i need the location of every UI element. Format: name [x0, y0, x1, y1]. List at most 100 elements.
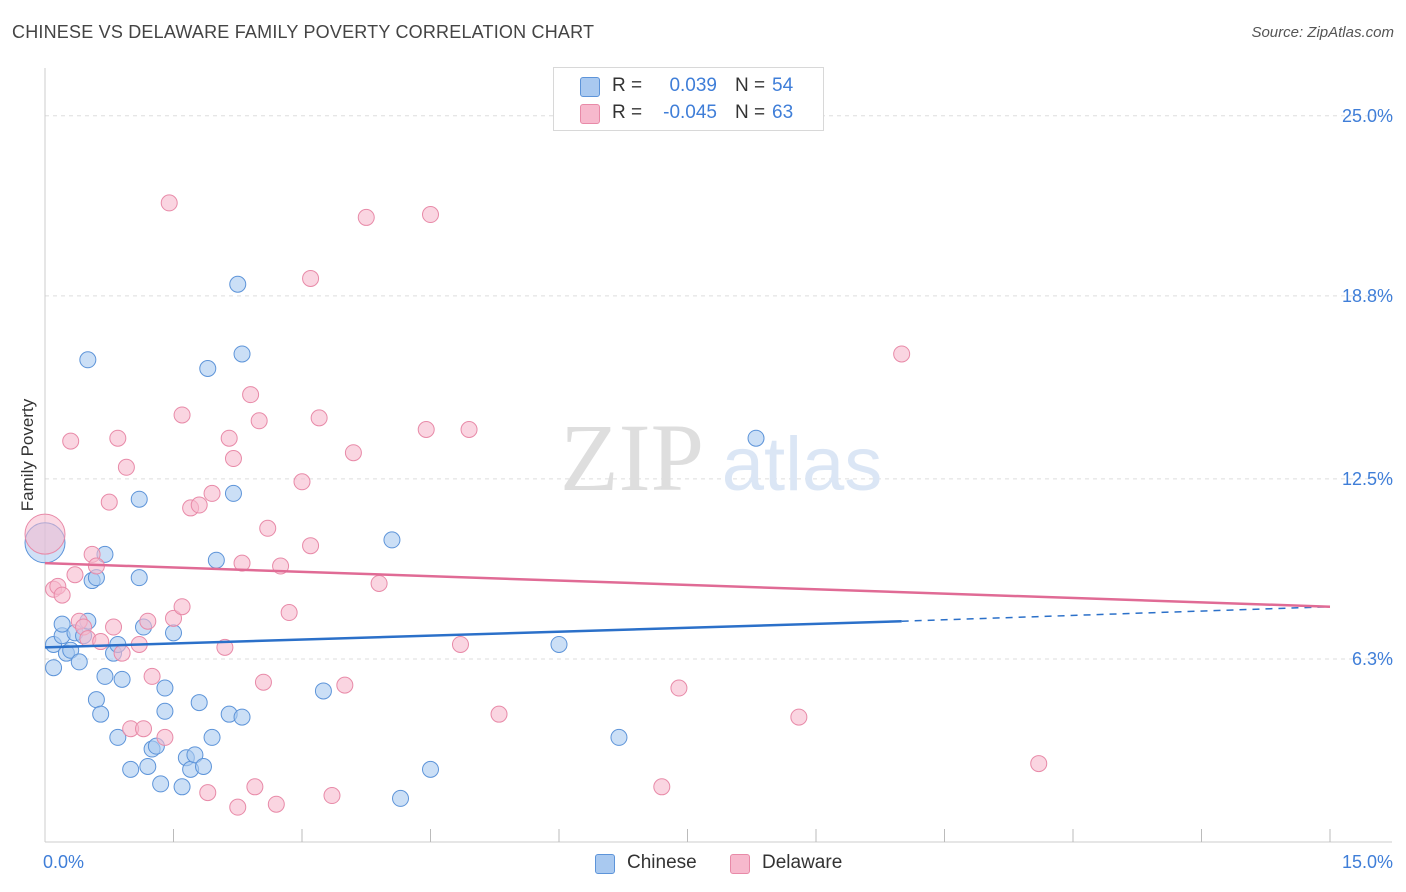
chinese-point: [392, 789, 410, 807]
y-tick-label: 25.0%: [1342, 106, 1393, 126]
chinese-point: [45, 659, 63, 677]
delaware-point: [117, 458, 135, 476]
delaware-point: [280, 604, 298, 622]
data-points: [24, 194, 1048, 816]
delaware-point: [109, 429, 127, 447]
n-value: 63: [772, 102, 794, 123]
trend-lines: [44, 561, 1331, 649]
chinese-point: [70, 653, 88, 671]
n-value: 54: [772, 75, 794, 96]
chinese-point: [383, 531, 401, 549]
r-value: -0.045: [663, 102, 717, 123]
chinese-trend-extension: [901, 605, 1331, 622]
watermark-zip: ZIP: [560, 404, 704, 511]
delaware-point: [173, 598, 191, 616]
chinese-swatch: [595, 854, 615, 874]
legend-label-chinese: Chinese: [627, 852, 697, 873]
delaware-point: [229, 798, 247, 816]
delaware-point: [100, 493, 118, 511]
delaware-point: [242, 386, 260, 404]
y-axis-label: Family Poverty: [18, 398, 37, 512]
n-label: N =: [735, 75, 766, 96]
delaware-point: [422, 206, 439, 224]
chinese-point: [233, 708, 251, 726]
y-tick-labels: 6.3% 12.5% 18.8% 25.0%: [1342, 106, 1393, 669]
chart-title: CHINESE VS DELAWARE FAMILY POVERTY CORRE…: [12, 22, 595, 42]
delaware-point: [254, 673, 272, 691]
r-label: R =: [612, 75, 643, 96]
delaware-point: [323, 787, 341, 805]
r-value: 0.039: [669, 75, 717, 96]
y-tick-label: 12.5%: [1342, 469, 1393, 489]
delaware-point: [293, 473, 311, 491]
chinese-point: [130, 569, 148, 587]
delaware-point: [160, 194, 178, 212]
delaware-point: [156, 728, 174, 746]
chinese-point: [92, 705, 110, 723]
chinese-point: [156, 702, 174, 720]
chinese-point: [233, 345, 251, 363]
delaware-point: [1030, 755, 1048, 773]
delaware-point: [24, 513, 66, 555]
chinese-point: [122, 760, 140, 778]
chinese-point: [610, 728, 628, 746]
chinese-point: [113, 670, 131, 688]
delaware-point: [490, 705, 508, 723]
delaware-point: [190, 496, 208, 514]
delaware-point: [302, 537, 320, 555]
chinese-point: [109, 728, 127, 746]
delaware-swatch: [730, 854, 750, 874]
delaware-point: [259, 519, 277, 537]
chinese-point: [152, 775, 170, 793]
delaware-point: [113, 644, 131, 662]
delaware-point: [233, 554, 251, 572]
chinese-point: [173, 778, 191, 796]
delaware-trend-line: [44, 561, 1331, 608]
chinese-point: [199, 359, 217, 377]
delaware-point: [460, 420, 478, 438]
delaware-point: [143, 667, 161, 685]
delaware-point: [344, 444, 362, 462]
chinese-point: [203, 728, 221, 746]
watermark-atlas: atlas: [722, 422, 883, 507]
chinese-point: [156, 679, 174, 697]
chinese-point: [53, 615, 71, 633]
delaware-point: [165, 609, 182, 627]
delaware-point: [66, 566, 84, 584]
delaware-point: [267, 795, 285, 813]
delaware-point: [105, 618, 123, 636]
chinese-swatch: [580, 77, 600, 97]
chinese-point: [747, 429, 765, 447]
x-axis-max-label: 15.0%: [1341, 852, 1393, 872]
chinese-point: [314, 682, 332, 700]
delaware-point: [336, 676, 354, 694]
x-axis-min-label: 0.0%: [43, 852, 85, 872]
delaware-point: [173, 406, 191, 424]
legend-label-delaware: Delaware: [762, 852, 843, 873]
y-tick-label: 18.8%: [1342, 286, 1393, 306]
r-label: R =: [612, 102, 643, 123]
chinese-point: [229, 275, 247, 293]
delaware-point: [310, 409, 328, 427]
chinese-point: [79, 351, 97, 369]
delaware-point: [139, 612, 157, 630]
delaware-point: [250, 412, 268, 430]
delaware-point: [357, 208, 375, 226]
delaware-point: [246, 778, 264, 796]
chinese-point: [139, 757, 157, 775]
delaware-point: [135, 720, 153, 738]
chinese-point: [422, 760, 439, 778]
delaware-point: [220, 429, 238, 447]
delaware-point: [224, 450, 242, 468]
delaware-point: [670, 679, 688, 697]
chinese-point: [194, 757, 212, 775]
delaware-point: [451, 635, 469, 653]
chinese-point: [190, 694, 208, 712]
delaware-point: [203, 484, 221, 502]
delaware-point: [417, 420, 435, 438]
delaware-point: [92, 633, 110, 651]
delaware-point: [653, 778, 671, 796]
correlation-legend: R = 0.039 N = 54 R = -0.045 N = 63: [553, 67, 824, 131]
delaware-point: [62, 432, 80, 450]
